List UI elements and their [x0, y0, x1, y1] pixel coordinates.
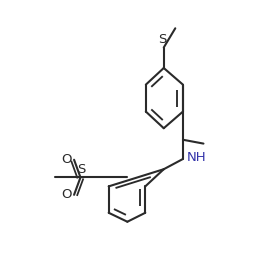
Text: O: O	[61, 153, 72, 166]
Text: S: S	[77, 163, 85, 176]
Text: S: S	[158, 33, 167, 46]
Text: O: O	[61, 188, 72, 201]
Text: NH: NH	[187, 151, 206, 164]
